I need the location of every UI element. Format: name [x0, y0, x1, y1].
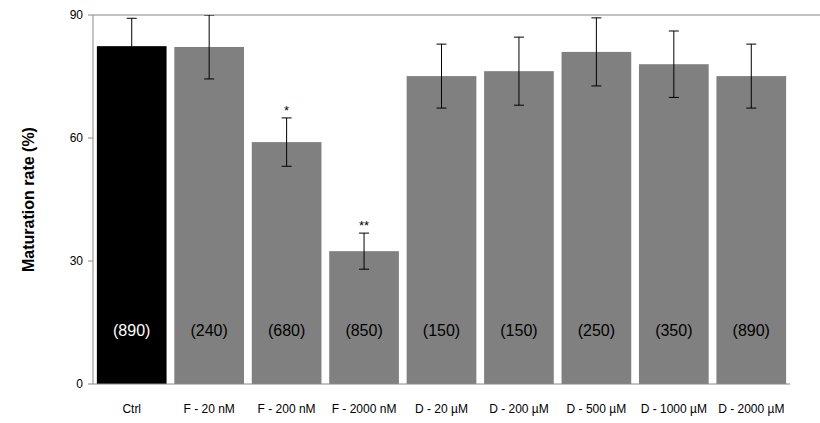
- y-tick-label: 0: [76, 377, 83, 391]
- error-bar: [359, 233, 369, 269]
- bar: [97, 46, 167, 384]
- error-bar: [282, 118, 292, 166]
- x-tick-label: F - 2000 nM: [332, 402, 397, 416]
- bar: [562, 52, 632, 384]
- y-tick: [88, 261, 93, 262]
- error-bar: [746, 44, 756, 108]
- sample-label: (150): [423, 322, 460, 339]
- y-tick: [88, 15, 93, 16]
- error-bar: [514, 37, 524, 105]
- bar: [639, 64, 709, 384]
- error-bar: [591, 18, 601, 86]
- x-axis: [93, 384, 790, 385]
- sample-label: (890): [113, 322, 150, 339]
- y-tick-label: 90: [70, 8, 84, 22]
- error-bar: [437, 44, 447, 108]
- x-tick-label: D - 2000 µM: [718, 402, 784, 416]
- chart: 0 30 60 90 Ctrl F - 20 nM F - 200 nM F - 2000 n…: [0, 0, 820, 423]
- significance-label: **: [359, 218, 369, 233]
- sample-label: (240): [190, 322, 227, 339]
- bar: [407, 76, 477, 384]
- bar: [716, 76, 786, 384]
- bar: [252, 142, 322, 384]
- sample-label: (890): [733, 322, 770, 339]
- sample-label: (350): [655, 322, 692, 339]
- x-tick-label: F - 20 nM: [183, 402, 234, 416]
- x-tick-label: Ctrl: [122, 402, 141, 416]
- sample-label: (680): [268, 322, 305, 339]
- x-tick-label: D - 200 µM: [489, 402, 549, 416]
- bars: [97, 15, 786, 384]
- y-tick-label: 30: [70, 254, 84, 268]
- significance-label: *: [284, 103, 289, 118]
- y-tick: [88, 138, 93, 139]
- x-tick-label: F - 200 nM: [258, 402, 316, 416]
- x-tick-label: D - 20 µM: [415, 402, 468, 416]
- error-bar: [127, 18, 137, 74]
- frame-top: [93, 15, 820, 16]
- y-axis-label: Maturation rate (%): [20, 127, 37, 272]
- x-tick-label: D - 500 µM: [567, 402, 627, 416]
- sample-label: (250): [578, 322, 615, 339]
- sample-label: (850): [345, 322, 382, 339]
- y-tick-label: 60: [70, 131, 84, 145]
- sample-label: (150): [500, 322, 537, 339]
- bar: [484, 71, 554, 384]
- bar: [329, 251, 399, 384]
- y-tick: [88, 384, 93, 385]
- error-bar: [204, 15, 214, 79]
- y-axis: [93, 15, 94, 384]
- x-tick-label: D - 1000 µM: [641, 402, 707, 416]
- bar: [174, 47, 244, 384]
- error-bar: [669, 31, 679, 97]
